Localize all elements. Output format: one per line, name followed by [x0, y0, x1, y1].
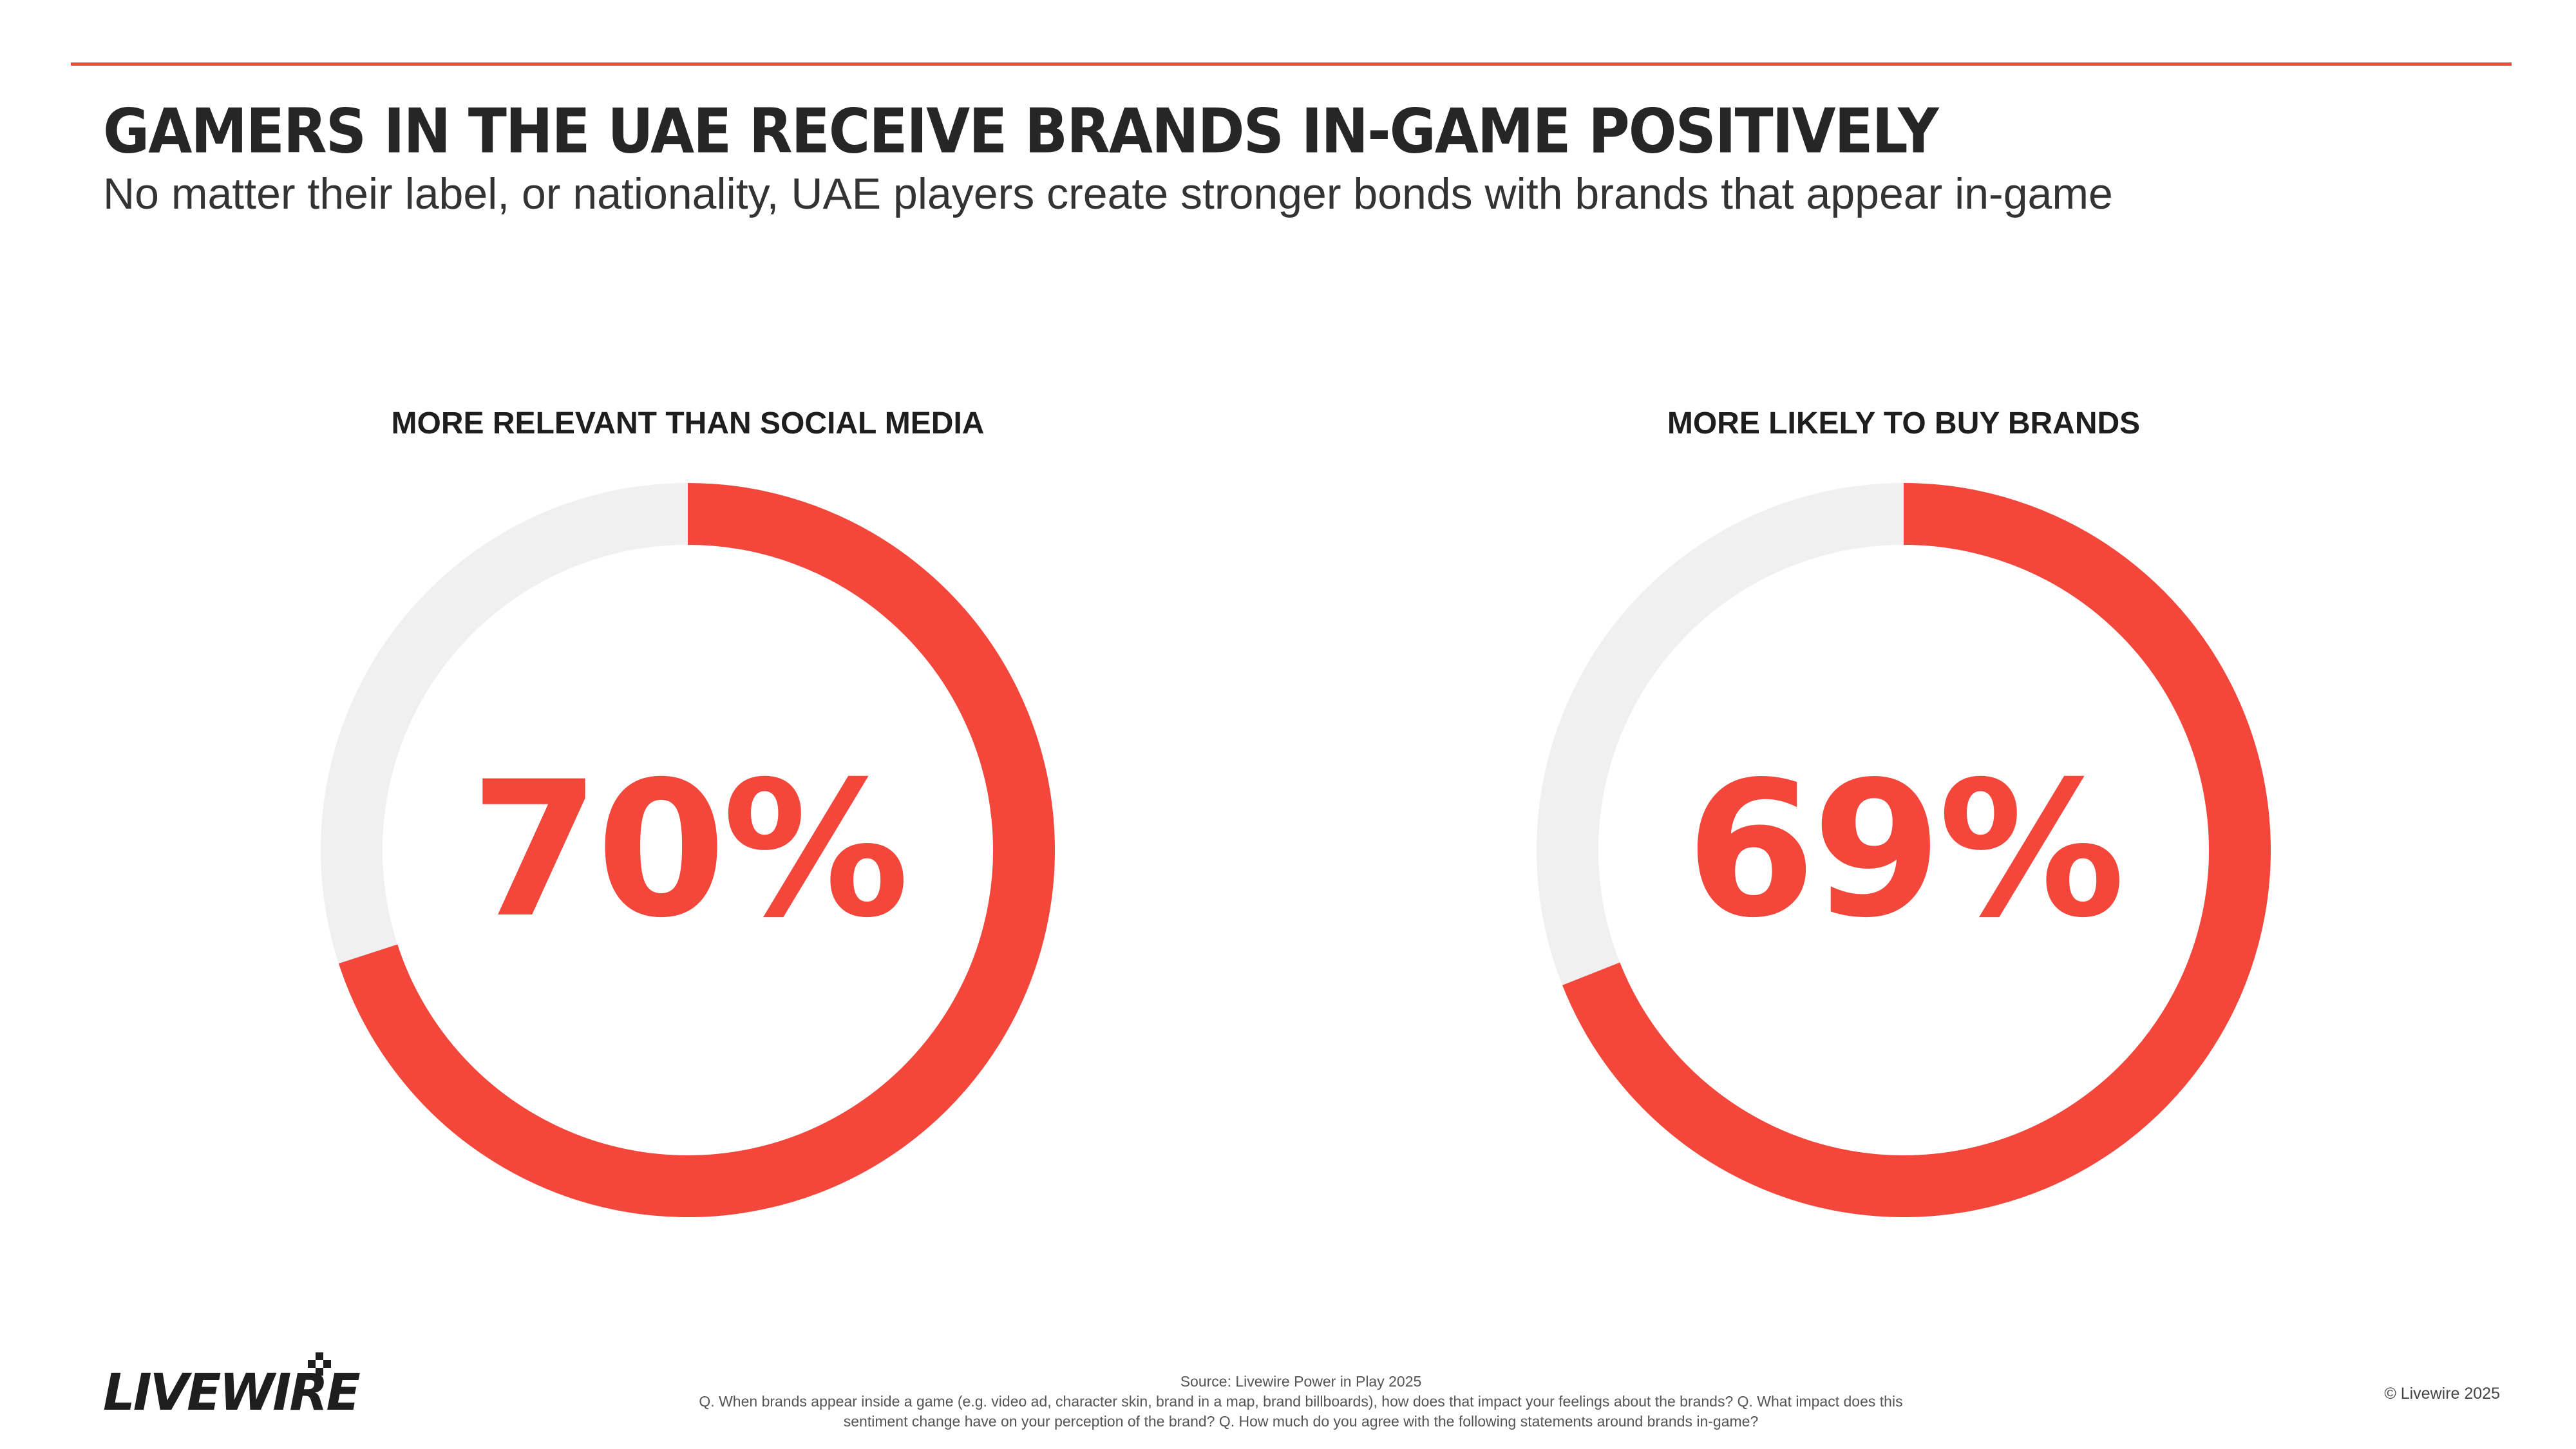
page-title: GAMERS IN THE UAE RECEIVE BRANDS IN-GAME… [103, 95, 1939, 167]
donut-chart-2-svg [1537, 483, 2271, 1217]
donut-value-arc [1562, 483, 2271, 1217]
source-footnote: Source: Livewire Power in Play 2025 Q. W… [670, 1372, 1932, 1432]
donut-value-label: 70% [469, 741, 909, 959]
page-subtitle: No matter their label, or nationality, U… [103, 169, 2113, 218]
donut-chart-1: 70% [321, 483, 1055, 1217]
source-line: Source: Livewire Power in Play 2025 [1180, 1373, 1422, 1390]
livewire-logo: LIVEWIRE [103, 1352, 361, 1423]
donut-value-label: 69% [1685, 741, 2125, 959]
copyright: © Livewire 2025 [2384, 1385, 2500, 1403]
donut-value-arc [338, 483, 1055, 1217]
pixel-mark-icon [308, 1352, 331, 1376]
chart-2-title: MORE LIKELY TO BUY BRANDS [1667, 406, 2141, 440]
question-text: Q. When brands appear inside a game (e.g… [699, 1393, 1903, 1430]
donut-chart-2: 69% [1537, 483, 2271, 1217]
donut-chart-1-svg [321, 483, 1055, 1217]
chart-1-title: MORE RELEVANT THAN SOCIAL MEDIA [391, 406, 985, 440]
top-divider [71, 62, 2512, 66]
